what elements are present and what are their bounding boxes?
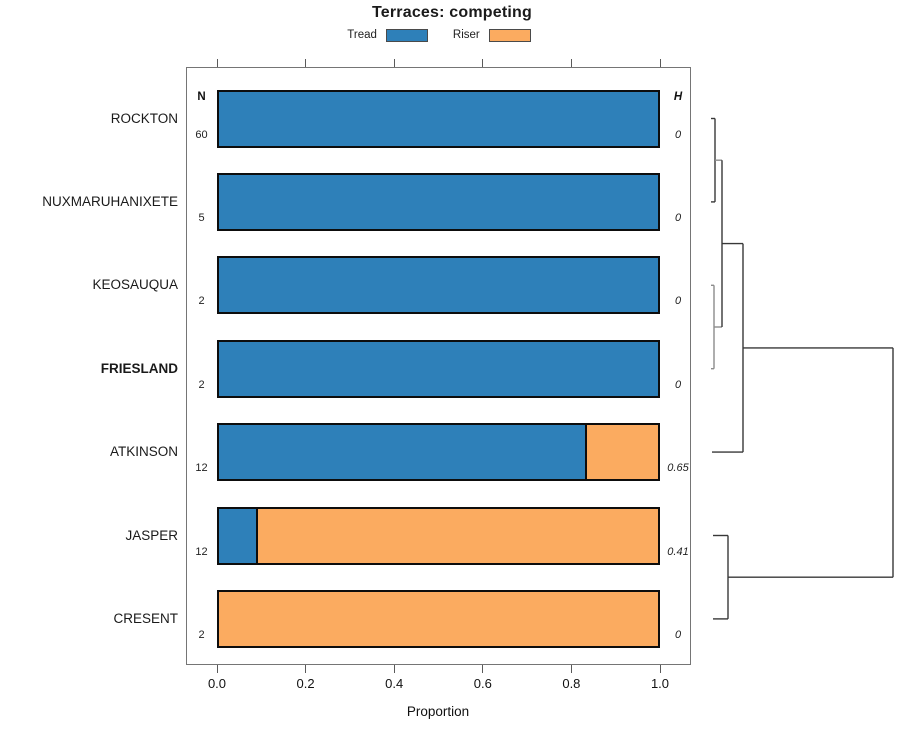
n-value: 5 bbox=[198, 211, 205, 224]
riser-segment bbox=[255, 508, 658, 563]
axis-tick-bottom bbox=[659, 665, 661, 673]
axis-tick-bottom bbox=[393, 665, 395, 673]
axis-tick-bottom bbox=[482, 665, 484, 673]
legend-item-tread: Tread bbox=[347, 28, 428, 42]
category-label: KEOSAUQUA bbox=[92, 277, 178, 293]
category-label: JASPER bbox=[125, 527, 178, 543]
tread-segment bbox=[219, 425, 585, 480]
n-value: 12 bbox=[195, 545, 208, 558]
category-label: CRESENT bbox=[113, 610, 178, 626]
x-axis-title: Proportion bbox=[406, 704, 470, 719]
stacked-bar bbox=[217, 506, 660, 565]
stacked-bar bbox=[217, 89, 660, 148]
tread-segment bbox=[219, 174, 658, 229]
stacked-bar bbox=[217, 423, 660, 482]
axis-tick-top bbox=[482, 59, 484, 67]
n-value: 60 bbox=[195, 128, 208, 141]
category-label: FRIESLAND bbox=[100, 360, 178, 376]
riser-segment bbox=[584, 425, 658, 480]
tread-segment bbox=[219, 91, 658, 146]
n-column-header: N bbox=[197, 90, 206, 103]
legend-label-riser: Riser bbox=[452, 29, 480, 41]
h-value: 0 bbox=[674, 628, 682, 641]
h-column-header: H bbox=[673, 90, 683, 103]
h-value: 0 bbox=[674, 378, 682, 391]
axis-tick-top bbox=[659, 59, 661, 67]
legend-label-tread: Tread bbox=[347, 29, 377, 41]
h-value: 0.65 bbox=[667, 462, 689, 475]
axis-tick-top bbox=[570, 59, 572, 67]
h-value: 0.41 bbox=[667, 545, 689, 558]
stacked-bar bbox=[217, 172, 660, 231]
axis-tick-bottom bbox=[216, 665, 218, 673]
stacked-bar bbox=[217, 339, 660, 398]
axis-tick-label: 1.0 bbox=[650, 676, 670, 691]
axis-tick-label: 0.0 bbox=[207, 676, 227, 691]
n-value: 2 bbox=[198, 628, 205, 641]
axis-tick-label: 0.2 bbox=[296, 676, 315, 691]
axis-tick-label: 0.4 bbox=[385, 676, 404, 691]
axis-tick-top bbox=[305, 59, 307, 67]
tread-segment bbox=[219, 341, 658, 396]
axis-tick-bottom bbox=[305, 665, 307, 673]
stacked-bar bbox=[217, 589, 660, 648]
h-value: 0 bbox=[674, 295, 682, 308]
tread-segment bbox=[219, 508, 256, 563]
axis-tick-top bbox=[393, 59, 395, 67]
category-label: ATKINSON bbox=[109, 444, 178, 460]
axis-tick-bottom bbox=[570, 665, 572, 673]
legend: Tread Riser bbox=[189, 26, 689, 44]
n-value: 12 bbox=[195, 462, 208, 475]
tread-segment bbox=[219, 258, 658, 313]
legend-item-riser: Riser bbox=[452, 28, 531, 42]
category-label: NUXMARUHANIXETE bbox=[42, 193, 178, 209]
chart-title: Terraces: competing bbox=[372, 4, 532, 21]
axis-tick-label: 0.6 bbox=[473, 676, 492, 691]
tread-color-swatch bbox=[385, 28, 428, 42]
category-label: ROCKTON bbox=[110, 110, 178, 126]
n-value: 2 bbox=[198, 378, 205, 391]
h-value: 0 bbox=[674, 211, 682, 224]
h-value: 0 bbox=[674, 128, 682, 141]
stacked-bar bbox=[217, 256, 660, 315]
riser-color-swatch bbox=[488, 28, 531, 42]
axis-tick-top bbox=[216, 59, 218, 67]
n-value: 2 bbox=[198, 295, 205, 308]
axis-tick-label: 0.8 bbox=[562, 676, 581, 691]
riser-segment bbox=[219, 591, 658, 646]
